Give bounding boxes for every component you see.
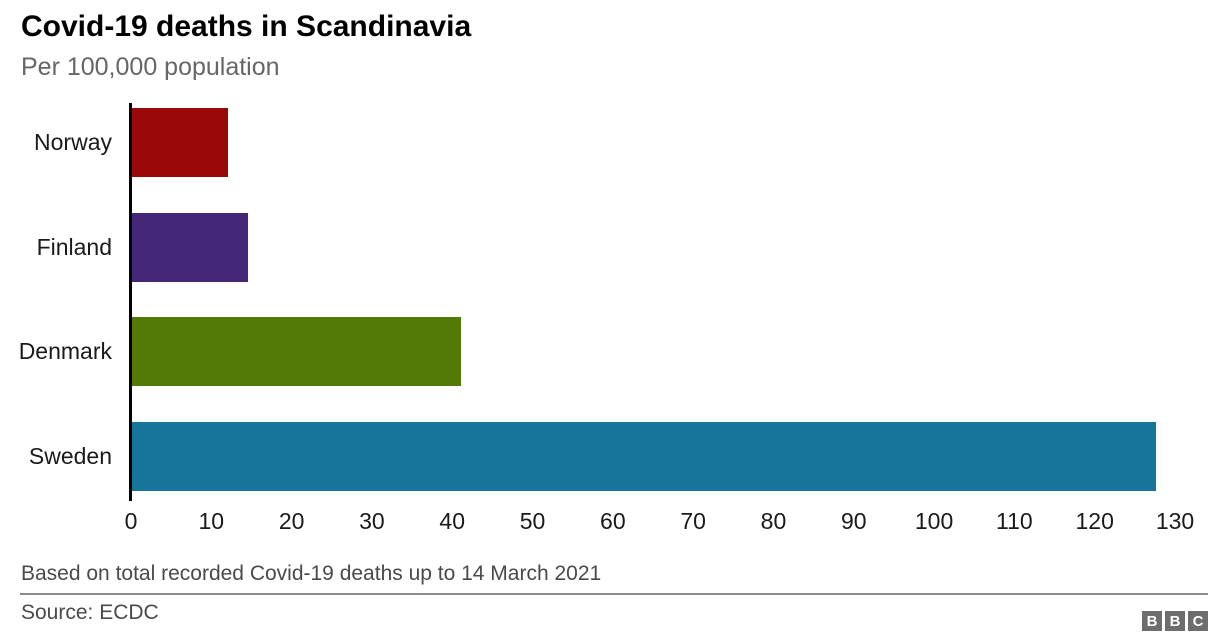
x-tick-label-0: 0 <box>124 508 138 534</box>
bbc-logo-letter: C <box>1188 611 1208 631</box>
x-tick-label-60: 60 <box>600 508 626 534</box>
x-tick-label-130: 130 <box>1155 508 1195 534</box>
footnote: Based on total recorded Covid-19 deaths … <box>21 562 602 585</box>
x-tick-label-110: 110 <box>996 508 1033 534</box>
x-tick-label-90: 90 <box>840 508 867 534</box>
x-tick-label-120: 120 <box>1075 508 1114 534</box>
x-tick-label-80: 80 <box>760 508 787 534</box>
footer-divider <box>20 593 1208 595</box>
bar-sweden <box>132 422 1156 491</box>
x-tick-label-20: 20 <box>278 508 305 534</box>
bbc-logo: B B C <box>1142 611 1208 631</box>
category-label-sweden: Sweden <box>28 443 112 469</box>
x-tick-label-30: 30 <box>359 508 385 534</box>
category-label-denmark: Denmark <box>18 338 112 365</box>
category-label-norway: Norway <box>34 129 112 155</box>
chart-title: Covid-19 deaths in Scandinavia <box>21 10 472 43</box>
bbc-logo-letter: B <box>1142 611 1162 631</box>
bbc-logo-letter: B <box>1165 611 1185 631</box>
x-tick-label-50: 50 <box>519 508 546 534</box>
bar-norway <box>132 108 229 177</box>
bar-finland <box>132 212 249 282</box>
y-axis-spine <box>129 103 132 501</box>
x-tick-label-10: 10 <box>198 508 225 534</box>
x-tick-label-100: 100 <box>914 508 954 534</box>
category-label-finland: Finland <box>36 233 112 260</box>
bar-denmark <box>132 317 462 387</box>
chart-subtitle: Per 100,000 population <box>21 53 280 81</box>
x-tick-label-70: 70 <box>680 508 706 534</box>
x-tick-label-40: 40 <box>439 508 466 534</box>
source-credit: Source: ECDC <box>21 601 159 624</box>
